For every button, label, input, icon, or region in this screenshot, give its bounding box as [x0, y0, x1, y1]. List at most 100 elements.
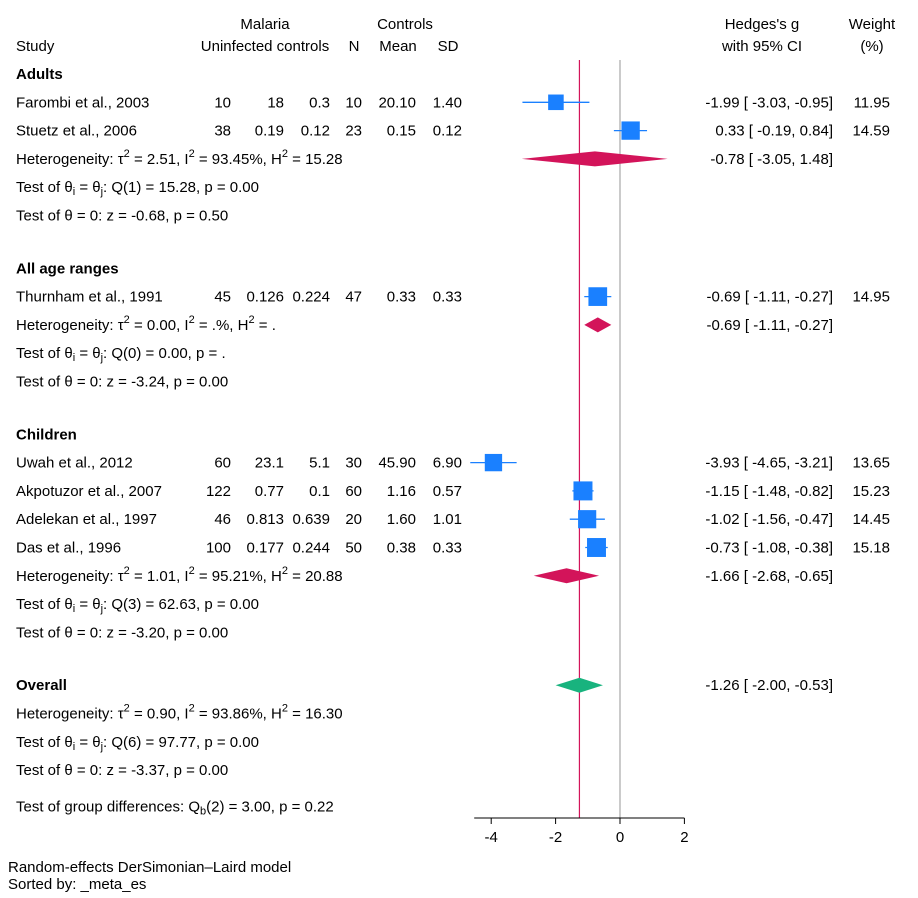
study-n1: 122	[206, 483, 231, 500]
study-sd1: 0.12	[301, 123, 330, 140]
subgroup-heterogeneity: Heterogeneity: τ2 = 0.00, I2 = .%, H2 = …	[16, 314, 276, 334]
header-group2: Controls	[377, 16, 433, 33]
overall-effect-ci: -1.26 [ -2.00, -0.53]	[705, 677, 833, 694]
study-effect-ci: -1.99 [ -3.03, -0.95]	[705, 94, 833, 111]
overall-diamond	[555, 677, 603, 693]
study-marker	[484, 453, 503, 472]
header-group1-sub: Uninfected controls	[201, 38, 329, 55]
study-name: Uwah et al., 2012	[16, 455, 133, 472]
study-sd2: 6.90	[433, 455, 462, 472]
study-sd1: 0.224	[292, 289, 330, 306]
header-weight: Weight	[849, 16, 896, 33]
study-sd1: 0.244	[292, 540, 330, 557]
study-mean1: 18	[267, 94, 284, 111]
study-n1: 46	[214, 511, 231, 528]
subgroup-q-test: Test of θi = θj: Q(3) = 62.63, p = 0.00	[16, 596, 259, 615]
study-n1: 10	[214, 94, 231, 111]
study-n2: 23	[345, 123, 362, 140]
study-sd2: 1.40	[433, 94, 462, 111]
study-n2: 47	[345, 289, 362, 306]
study-mean1: 0.19	[255, 123, 284, 140]
header-weight-sub: (%)	[860, 38, 883, 55]
header-group1: Malaria	[240, 16, 290, 33]
study-mean2: 0.33	[387, 289, 416, 306]
footnote: Random-effects DerSimonian–Laird model	[8, 859, 291, 876]
overall-heterogeneity: Heterogeneity: τ2 = 0.90, I2 = 93.86%, H…	[16, 703, 343, 723]
study-weight: 13.65	[852, 455, 890, 472]
subgroup-diamond	[584, 317, 612, 333]
study-n1: 100	[206, 540, 231, 557]
study-mean1: 0.126	[246, 289, 284, 306]
study-n2: 60	[345, 483, 362, 500]
header-study: Study	[16, 38, 55, 55]
study-name: Thurnham et al., 1991	[16, 289, 163, 306]
subgroup-effect-ci: -0.78 [ -3.05, 1.48]	[710, 151, 833, 168]
overall-q-test: Test of θi = θj: Q(6) = 97.77, p = 0.00	[16, 734, 259, 753]
group-label: Children	[16, 426, 77, 443]
study-mean1: 0.177	[246, 540, 284, 557]
header-sd: SD	[438, 38, 459, 55]
study-mean2: 20.10	[378, 94, 416, 111]
study-sd1: 0.639	[292, 511, 330, 528]
subgroup-diamond	[521, 151, 668, 167]
study-n2: 30	[345, 455, 362, 472]
subgroup-effect-ci: -1.66 [ -2.68, -0.65]	[705, 568, 833, 585]
group-differences-test: Test of group differences: Qb(2) = 3.00,…	[16, 798, 334, 817]
subgroup-z-test: Test of θ = 0: z = -0.68, p = 0.50	[16, 208, 228, 225]
study-weight: 11.95	[854, 94, 890, 111]
study-name: Adelekan et al., 1997	[16, 511, 157, 528]
subgroup-q-test: Test of θi = θj: Q(0) = 0.00, p = .	[16, 345, 226, 364]
study-weight: 15.18	[852, 540, 890, 557]
study-marker	[621, 121, 640, 140]
study-effect-ci: -0.69 [ -1.11, -0.27]	[707, 289, 833, 306]
study-n2: 10	[345, 94, 362, 111]
study-name: Stuetz et al., 2006	[16, 123, 137, 140]
header-n: N	[349, 38, 360, 55]
study-sd2: 1.01	[433, 511, 462, 528]
study-weight: 15.23	[852, 483, 890, 500]
x-tick-label: 0	[616, 829, 624, 846]
study-sd2: 0.33	[433, 540, 462, 557]
subgroup-z-test: Test of θ = 0: z = -3.20, p = 0.00	[16, 624, 228, 641]
study-n2: 20	[345, 511, 362, 528]
study-marker	[588, 287, 608, 306]
study-sd2: 0.33	[433, 289, 462, 306]
subgroup-heterogeneity: Heterogeneity: τ2 = 2.51, I2 = 93.45%, H…	[16, 148, 343, 168]
study-weight: 14.59	[852, 123, 890, 140]
study-mean2: 0.38	[387, 540, 416, 557]
group-label: Adults	[16, 66, 63, 83]
subgroup-diamond	[533, 568, 600, 584]
overall-z-test: Test of θ = 0: z = -3.37, p = 0.00	[16, 762, 228, 779]
study-marker	[578, 510, 597, 529]
study-sd1: 5.1	[309, 455, 330, 472]
study-weight: 14.45	[852, 511, 890, 528]
subgroup-q-test: Test of θi = θj: Q(1) = 15.28, p = 0.00	[16, 179, 259, 198]
footnote: Sorted by: _meta_es	[8, 876, 146, 893]
x-tick-label: -4	[485, 829, 498, 846]
study-effect-ci: -0.73 [ -1.08, -0.38]	[705, 540, 833, 557]
x-tick-label: -2	[549, 829, 562, 846]
study-mean2: 1.60	[387, 511, 416, 528]
study-sd1: 0.1	[309, 483, 330, 500]
study-n1: 38	[214, 123, 231, 140]
study-mean2: 0.15	[387, 123, 416, 140]
subgroup-z-test: Test of θ = 0: z = -3.24, p = 0.00	[16, 374, 228, 391]
overall-label: Overall	[16, 677, 67, 694]
subgroup-effect-ci: -0.69 [ -1.11, -0.27]	[707, 317, 833, 334]
study-mean2: 1.16	[387, 483, 416, 500]
study-effect-ci: -3.93 [ -4.65, -3.21]	[705, 455, 833, 472]
group-label: All age ranges	[16, 260, 119, 277]
header-effect-sub: with 95% CI	[721, 38, 802, 55]
study-mean1: 23.1	[255, 455, 284, 472]
study-marker	[573, 481, 593, 501]
study-name: Akpotuzor et al., 2007	[16, 483, 162, 500]
header-mean: Mean	[379, 38, 417, 55]
study-marker	[587, 538, 606, 557]
study-n2: 50	[345, 540, 362, 557]
study-mean1: 0.813	[246, 511, 284, 528]
study-effect-ci: -1.02 [ -1.56, -0.47]	[705, 511, 833, 528]
study-n1: 60	[214, 455, 231, 472]
x-tick-label: 2	[680, 829, 688, 846]
